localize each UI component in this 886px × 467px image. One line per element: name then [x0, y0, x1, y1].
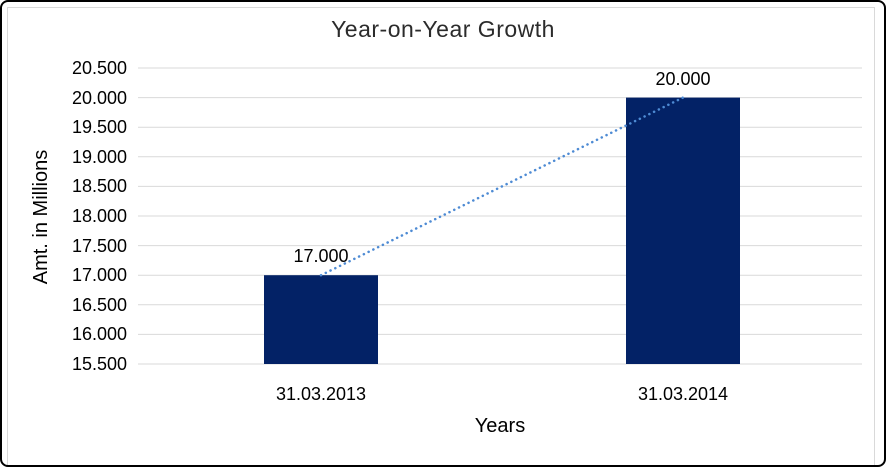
y-tick-label: 16.500	[71, 294, 127, 315]
bar-data-label: 17.000	[293, 246, 349, 267]
chart-title: Year-on-Year Growth	[331, 16, 555, 42]
y-tick-label: 15.500	[71, 354, 127, 374]
trendline	[319, 96, 685, 277]
y-tick-label: 17.500	[71, 235, 127, 256]
bar-data-label: 20.000	[655, 68, 711, 89]
y-tick-label: 18.000	[71, 206, 127, 226]
y-tick-label: 20.500	[71, 58, 127, 78]
bar-31.03.2014	[626, 97, 740, 364]
x-category-label: 31.03.2014	[637, 384, 729, 404]
bar-31.03.2013	[264, 275, 378, 364]
y-tick-label: 17.000	[71, 265, 127, 286]
y-tick-label: 19.000	[71, 146, 127, 167]
y-tick-label: 20.000	[71, 87, 127, 108]
y-tick-label: 16.000	[71, 324, 127, 345]
y-tick-label: 18.500	[71, 176, 127, 197]
x-category-label: 31.03.2013	[275, 384, 367, 404]
y-tick-label: 19.500	[71, 117, 127, 138]
x-axis-title: Years	[474, 415, 526, 437]
